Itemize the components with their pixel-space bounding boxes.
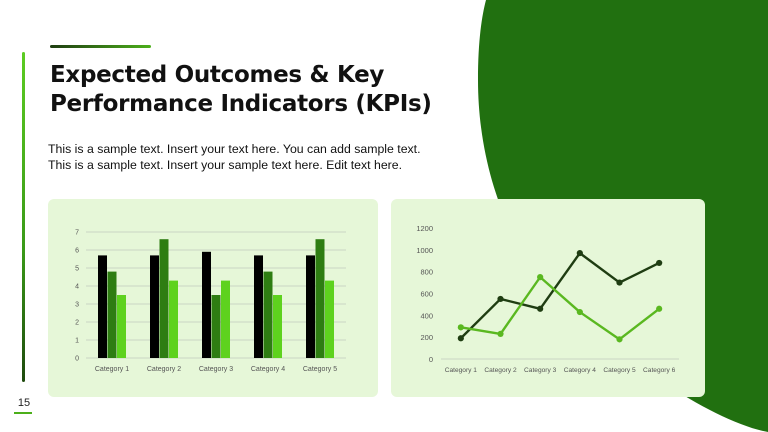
bar-chart-panel: 0 1 2 3 4 5 6 7 Category 1 Category 2 Category 3 Ca… [48,199,378,397]
bar [117,295,126,358]
bar [150,255,159,358]
y-tick-label: 7 [75,230,79,237]
slide-description: This is a sample text. Insert your text … [48,142,448,173]
y-tick-label: 600 [420,290,433,299]
y-tick-label: 6 [75,248,79,255]
y-tick-label: 0 [429,355,433,364]
x-tick-label: Category 2 [147,366,181,373]
data-point [497,295,504,303]
x-tick-label: Category 5 [303,366,337,373]
data-point [457,335,464,342]
bar-chart: 0 1 2 3 4 5 6 7 Category 1 Category 2 Category 3 Ca… [75,230,346,373]
y-tick-label: 800 [420,268,433,277]
bar [169,280,178,358]
x-tick-label: Category 3 [524,367,557,374]
data-point [616,336,623,343]
y-tick-label: 1 [75,338,79,345]
x-tick-label: Category 4 [251,366,285,373]
page-number-underline [14,412,32,414]
y-tick-label: 1200 [416,224,433,233]
side-accent-bar [22,52,25,382]
x-tick-label: Category 1 [95,366,129,373]
bar [263,271,273,358]
series-line [459,251,660,340]
line-chart-panel: 0 200 400 600 800 1000 1200 Category 1 Category … [391,199,705,397]
data-point [537,274,544,281]
x-tick-label: Category 4 [564,367,597,374]
data-point [497,330,504,337]
bar [273,295,282,358]
page-number: 15 [17,397,31,409]
y-tick-label: 2 [75,320,79,327]
data-point [576,308,583,316]
data-point [616,279,623,286]
y-tick-label: 1000 [416,246,433,255]
bar [221,280,230,358]
data-point [537,305,544,312]
bar [325,280,334,358]
y-tick-label: 4 [75,284,79,291]
description-line-2: This is a sample text. Insert your sampl… [48,157,403,172]
y-tick-label: 3 [75,302,79,309]
data-point [656,259,663,267]
x-tick-label: Category 1 [445,367,478,374]
series-line [460,275,660,341]
description-line-1: This is a sample text. Insert your text … [48,142,421,156]
x-tick-label: Category 3 [199,366,233,373]
y-tick-label: 400 [420,311,433,320]
data-point [656,305,663,312]
x-tick-label: Category 2 [484,367,517,374]
bar [211,295,221,358]
slide-title: Expected Outcomes & Key Performance Indi… [50,62,432,117]
accent-line [50,45,151,48]
bar [98,255,107,358]
bar [254,255,263,358]
bar [315,239,325,358]
bar [107,271,117,358]
bar [159,239,169,358]
y-tick-label: 0 [75,356,79,363]
bar [202,251,211,358]
x-tick-label: Category 5 [603,367,636,374]
y-tick-label: 200 [420,333,433,342]
x-tick-label: Category 6 [643,367,676,374]
bar [306,255,315,358]
data-point [457,324,464,331]
line-chart: 0 200 400 600 800 1000 1200 Category 1 Category … [416,224,679,374]
y-tick-label: 5 [75,266,79,273]
data-point [576,250,583,257]
